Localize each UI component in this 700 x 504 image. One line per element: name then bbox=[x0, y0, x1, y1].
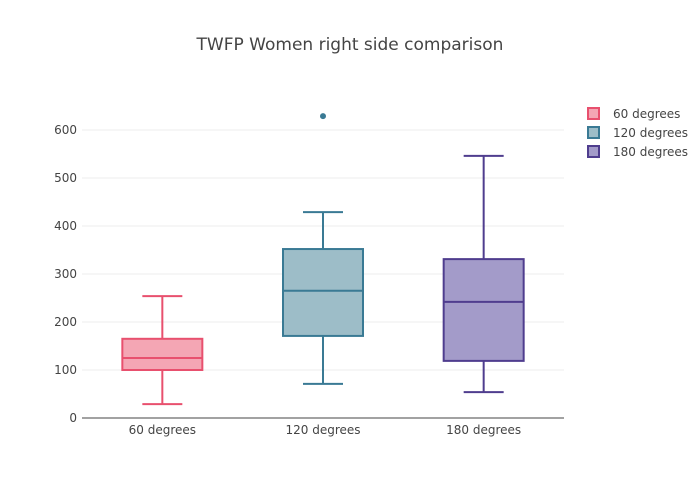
x-tick-label: 180 degrees bbox=[446, 423, 521, 437]
y-tick-label: 500 bbox=[54, 171, 77, 185]
legend-label: 180 degrees bbox=[613, 145, 688, 159]
y-tick-label: 400 bbox=[54, 219, 77, 233]
x-tick-label: 120 degrees bbox=[285, 423, 360, 437]
box-120-degrees bbox=[282, 113, 364, 385]
y-tick-label: 600 bbox=[54, 123, 77, 137]
y-tick-label: 0 bbox=[69, 411, 77, 425]
iqr-box bbox=[442, 258, 525, 362]
outlier-point bbox=[320, 113, 326, 120]
iqr-box bbox=[282, 248, 364, 337]
legend-swatch bbox=[587, 126, 600, 139]
iqr-box bbox=[121, 337, 204, 371]
y-tick-label: 300 bbox=[54, 267, 77, 281]
y-tick-label: 200 bbox=[54, 315, 77, 329]
y-tick-label: 100 bbox=[54, 363, 77, 377]
legend-swatch bbox=[587, 145, 600, 158]
chart-title: TWFP Women right side comparison bbox=[196, 35, 504, 55]
box-60-degrees bbox=[121, 295, 204, 406]
x-tick-label: 60 degrees bbox=[129, 423, 196, 437]
legend-swatch bbox=[587, 107, 600, 120]
box-180-degrees bbox=[442, 154, 525, 394]
legend-label: 60 degrees bbox=[613, 107, 680, 121]
legend-label: 120 degrees bbox=[613, 126, 688, 140]
